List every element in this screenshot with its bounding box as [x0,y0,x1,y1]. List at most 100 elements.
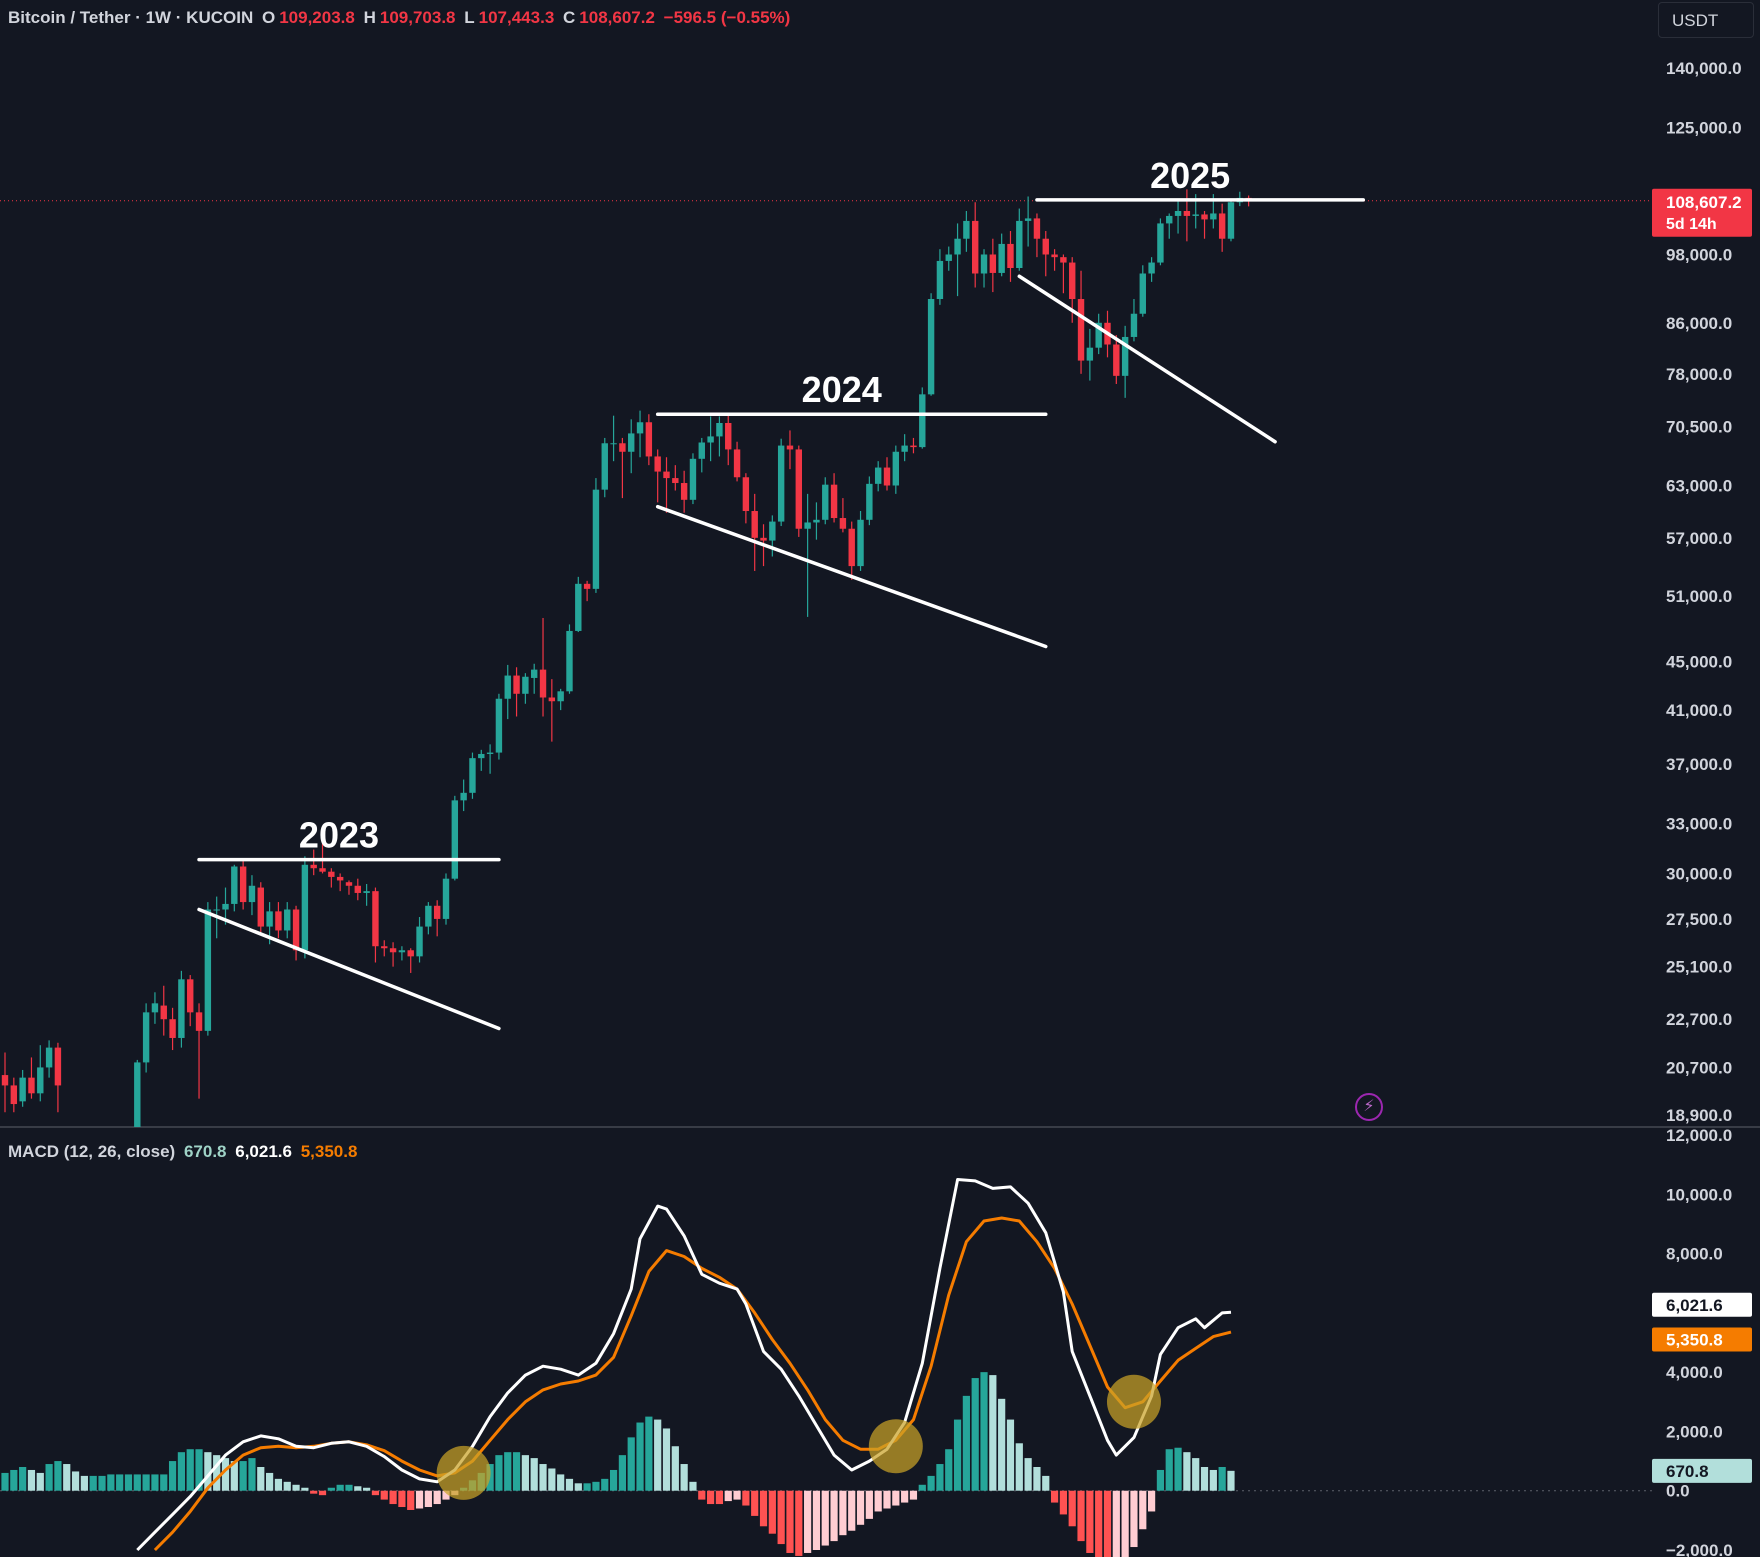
candle-body [945,254,952,261]
candle-body [407,950,414,957]
macd-histogram-bar [239,1461,247,1491]
candle [619,437,626,499]
macd-histogram-bar [1148,1490,1156,1512]
candle [416,917,423,963]
candle-body [10,1085,18,1105]
macd-histogram-bar [1059,1490,1067,1515]
macd-histogram-bar [804,1490,812,1553]
macd-histogram-bar [856,1490,865,1525]
symbol-title[interactable]: Bitcoin / Tether · 1W · KUCOIN [8,8,254,27]
macd-histogram-bar [751,1490,759,1516]
candle [116,1161,122,1183]
candle-body [134,1062,141,1127]
macd-histogram-bar [1121,1490,1129,1557]
macd-signal-value: 5,350.8 [300,1142,358,1161]
candle-body [716,422,723,437]
macd-histogram-bar [363,1487,371,1491]
candle-body [531,669,538,678]
currency-selector[interactable]: USDT [1658,2,1754,38]
candle-body [1033,218,1041,239]
candle-body [460,792,467,801]
candle-body [575,583,582,631]
candles-group [1,189,1252,1186]
candle [486,744,494,774]
candle-body [1130,313,1138,337]
candle [336,873,344,892]
candle-body [345,882,353,886]
candle [328,868,335,888]
candle [883,457,891,491]
candle-body [539,669,547,698]
candle [169,1007,176,1051]
macd-histogram-bar [107,1474,115,1491]
candle-body [231,866,238,904]
candle [284,902,291,939]
candle-body [398,950,406,953]
macd-line-value: 6,021.6 [235,1142,292,1161]
macd-histogram-bar [945,1449,953,1491]
candle [822,477,829,525]
candle [10,1077,18,1113]
candle-body [742,477,750,512]
candle [628,419,635,474]
macd-histogram-bar [874,1490,882,1512]
candle [45,1040,53,1078]
candle [1157,218,1164,266]
candle [1086,328,1094,381]
candle-body [284,909,291,931]
candle-body [64,1170,70,1186]
candle-body [804,522,811,529]
macd-histogram-bar [865,1490,873,1519]
candle-body [416,926,423,957]
candle [954,223,961,297]
candle-body [19,1077,26,1102]
candle [1174,198,1182,234]
candle [707,416,714,462]
candle-body [663,471,670,479]
candle [874,461,882,492]
crossover-highlight [1106,1374,1161,1429]
candle [1016,208,1023,271]
macd-histogram-bar [1165,1449,1173,1491]
macd-group [1,1178,1235,1557]
candle [813,502,820,540]
macd-title[interactable]: MACD (12, 26, close) [8,1142,176,1161]
macd-histogram-bar [583,1483,591,1491]
candle [1183,189,1191,242]
candle [866,476,873,526]
macd-histogram-bar [1077,1490,1085,1542]
macd-histogram-bar [1042,1475,1050,1491]
candle-body [972,220,979,274]
macd-histogram-bar [389,1490,397,1505]
price-legend: Bitcoin / Tether · 1W · KUCOIN O 109,203.… [8,8,794,28]
candle-body [619,443,626,452]
macd-histogram-bar [998,1398,1006,1491]
macd-histogram-bar [318,1490,327,1496]
macd-histogram-bar [336,1484,344,1491]
candle [998,233,1005,277]
candle [575,576,582,633]
candle-body [989,254,997,273]
candle [592,478,600,593]
macd-line [136,1178,1232,1552]
candle-body [125,1170,131,1176]
macd-histogram-bar [230,1461,238,1491]
macd-histogram-bar [557,1474,565,1491]
candle-body [980,254,988,274]
candle-body [610,443,617,445]
candle-body [1007,243,1014,268]
candle-body [1016,220,1023,268]
macd-histogram-bar [848,1490,856,1531]
lightning-bolt-icon[interactable]: ⚡ [1355,1093,1383,1121]
macd-histogram-bar [565,1478,574,1491]
macd-tick-label: 12,000.0 [1666,1126,1732,1145]
candle-body [187,979,194,1013]
candle-body [566,630,573,692]
candle-body [389,948,397,953]
candle [142,1003,150,1073]
candle-body [822,484,829,520]
candle [381,940,388,957]
candle-body [645,422,653,457]
price-tick-label: 86,000.0 [1666,314,1732,333]
macd-histogram-bar [177,1452,185,1491]
